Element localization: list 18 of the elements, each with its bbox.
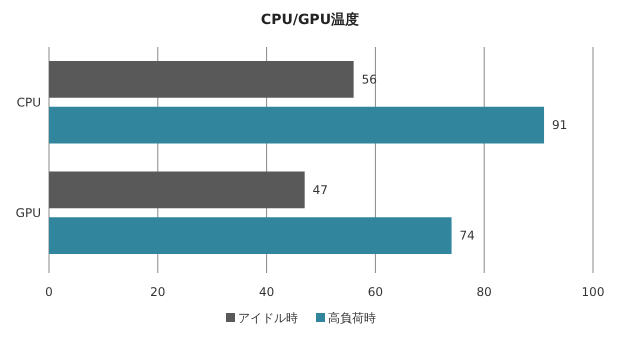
data-label: 74	[460, 228, 475, 243]
x-tick-label: 100	[582, 285, 604, 299]
x-tick-label: 60	[368, 285, 384, 299]
x-tick-label: 0	[45, 285, 53, 299]
data-label: 47	[312, 182, 328, 197]
bar	[49, 172, 305, 208]
x-tick-label: 40	[258, 285, 274, 299]
category: GPU	[16, 206, 41, 220]
x-tick-label: 80	[476, 285, 492, 299]
title: CPU/GPU温度	[260, 12, 360, 28]
category: CPU	[16, 95, 41, 110]
data-label: 91	[552, 118, 568, 132]
bar	[49, 217, 452, 254]
bar	[49, 61, 354, 98]
x-tick-label: 20	[150, 285, 166, 299]
legend-label: アイドル時	[238, 311, 298, 325]
legend-label: 高負荷時	[328, 311, 376, 325]
bar	[49, 106, 544, 144]
